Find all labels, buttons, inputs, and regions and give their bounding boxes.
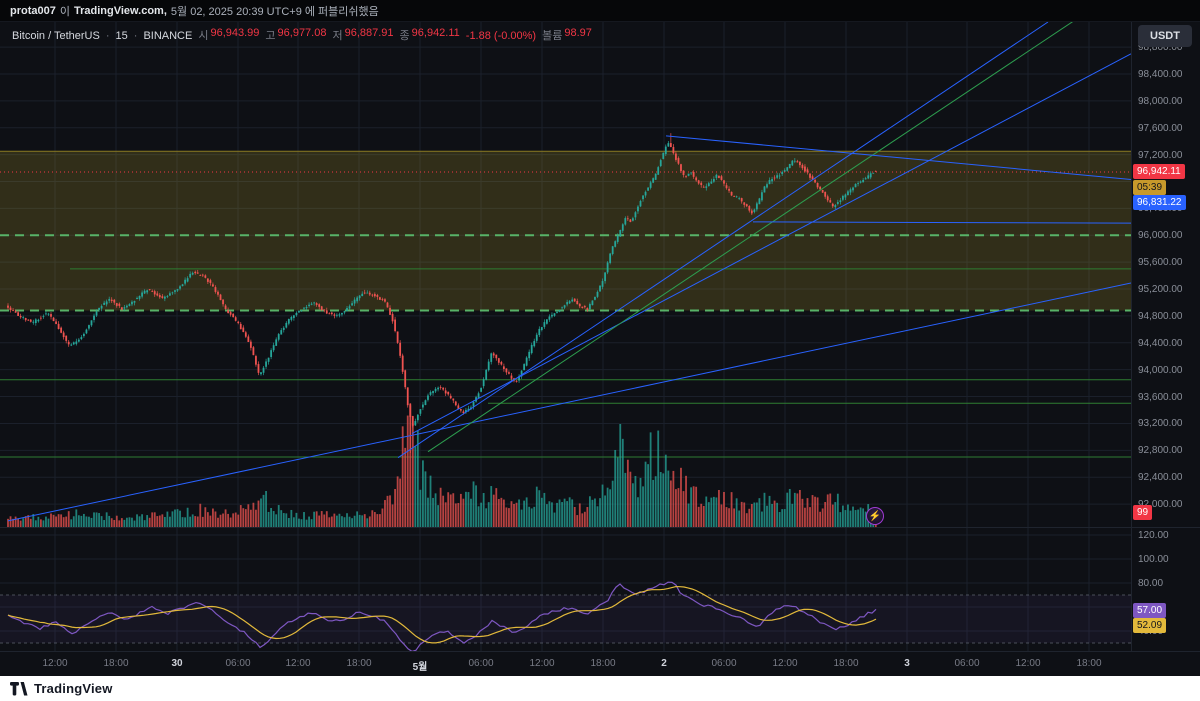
axis-tick-label: 95,600.00	[1138, 257, 1183, 269]
time-axis[interactable]: 12:00 18:00 30 06:00 12:00 18:00 5월 06:00 12:00 1…	[0, 651, 1200, 676]
candles-layer	[7, 133, 877, 454]
time-tick-label: 3	[904, 658, 910, 669]
ohlc-low: 저 96,887.91	[332, 27, 393, 43]
legend-separator: ·	[105, 30, 110, 42]
axis-tick-label: 92,000.00	[1138, 499, 1183, 511]
lightning-icon[interactable]: ⚡	[866, 507, 884, 525]
publish-site-link[interactable]: TradingView.com,	[73, 4, 167, 17]
axis-tick-label: 97,200.00	[1138, 149, 1183, 161]
publish-text-rest: 5월 02, 2025 20:39 UTC+9 에 퍼블리쉬했음	[170, 5, 379, 18]
trendline-layer	[0, 22, 1131, 522]
time-tick-label: 2	[661, 658, 667, 669]
currency-button[interactable]: USDT	[1138, 25, 1192, 47]
axis-badge: 96,831.22	[1133, 195, 1186, 210]
time-tick-label: 18:00	[833, 658, 859, 669]
axis-tick-label: 92,800.00	[1138, 445, 1183, 457]
axis-badge: 96,942.11	[1133, 164, 1185, 179]
time-tick-label: 18:00	[590, 658, 616, 669]
time-tick-label: 12:00	[42, 658, 68, 669]
time-tick-label: 12:00	[529, 658, 555, 669]
tradingview-logo-icon[interactable]	[10, 681, 28, 696]
publish-bar: prota007 이 TradingView.com, 5월 02, 2025 …	[0, 0, 1200, 22]
ohlc-low-value: 96,887.91	[344, 27, 394, 39]
footer-bar: TradingView	[0, 676, 1200, 701]
axis-tick-label: 100.00	[1138, 554, 1169, 565]
axis-badge: 52.09	[1133, 618, 1167, 633]
zone-layer	[0, 151, 1131, 311]
time-tick-label: 06:00	[468, 658, 494, 669]
axis-tick-label: 97,600.00	[1138, 122, 1183, 134]
publish-text-mid: 이	[59, 5, 70, 18]
axis-tick-label: 94,000.00	[1138, 364, 1183, 376]
grid-layer	[0, 22, 1131, 651]
tradingview-brand[interactable]: TradingView	[34, 681, 113, 696]
time-tick-label: 18:00	[346, 658, 372, 669]
ohlc-high-label: 고	[265, 30, 276, 42]
volume-value: 98.97	[564, 27, 592, 39]
price-axis[interactable]: 98,800.00 98,400.00 98,000.00 97,600.00 97,2…	[1131, 22, 1200, 651]
time-tick-label: 06:00	[954, 658, 980, 669]
volume-label: 볼륨	[542, 30, 563, 42]
axis-badge: 57.00	[1133, 603, 1167, 618]
ohlc-close-label: 종	[399, 30, 410, 42]
change-value: -1.88 (-0.00%)	[465, 30, 537, 42]
axis-badge: 99	[1133, 505, 1153, 521]
axis-tick-label: 95,200.00	[1138, 284, 1183, 296]
axis-tick-label: 92,400.00	[1138, 472, 1183, 484]
ohlc-open-value: 96,943.99	[210, 27, 260, 39]
ohlc-close-value: 96,942.11	[411, 27, 460, 39]
axis-tick-label: 80.00	[1138, 578, 1164, 589]
ohlc-high-value: 96,977.08	[277, 27, 327, 39]
time-tick-label: 06:00	[711, 658, 737, 669]
axis-tick-label: 93,600.00	[1138, 391, 1183, 403]
axis-tick-label: 94,400.00	[1138, 337, 1183, 349]
symbol-legend[interactable]: Bitcoin / TetherUS · 15 · BINANCE 시 96,94…	[12, 27, 592, 43]
symbol-name[interactable]: Bitcoin / TetherUS	[12, 30, 100, 42]
exchange-name[interactable]: BINANCE	[143, 30, 193, 42]
volume-layer	[7, 405, 877, 527]
axis-tick-label: 98,800.00	[1138, 42, 1183, 54]
axis-tick-label: 98,000.00	[1138, 95, 1183, 107]
time-tick-label: 30	[171, 658, 183, 669]
time-tick-label: 12:00	[772, 658, 798, 669]
publisher-username[interactable]: prota007	[10, 4, 56, 17]
time-tick-label: 12:00	[285, 658, 311, 669]
chart-canvas[interactable]	[0, 0, 1200, 676]
time-tick-label: 06:00	[225, 658, 251, 669]
volume-readout: 볼륨 98.97	[542, 27, 592, 43]
legend-separator: ·	[133, 30, 138, 42]
axis-tick-label: 120.00	[1138, 530, 1169, 541]
interval-value[interactable]: 15	[115, 30, 128, 42]
oscillator-layer	[0, 581, 1131, 651]
axis-tick-label: 96,000.00	[1138, 230, 1183, 242]
time-tick-label: 18:00	[1076, 658, 1102, 669]
ohlc-low-label: 저	[332, 30, 343, 42]
ohlc-open: 시 96,943.99	[198, 27, 259, 43]
time-tick-label: 18:00	[103, 658, 129, 669]
time-tick-label: 5월	[412, 662, 428, 673]
axis-tick-label: 93,200.00	[1138, 418, 1183, 430]
axis-badge: 05:39	[1133, 179, 1167, 195]
hline-layer	[0, 150, 1131, 458]
ohlc-open-label: 시	[198, 30, 209, 42]
axis-tick-label: 98,400.00	[1138, 69, 1183, 80]
axis-tick-label: 94,800.00	[1138, 310, 1183, 322]
ohlc-close: 종 96,942.11	[400, 27, 460, 43]
time-tick-label: 12:00	[1015, 658, 1041, 669]
ohlc-high: 고 96,977.08	[265, 27, 326, 43]
